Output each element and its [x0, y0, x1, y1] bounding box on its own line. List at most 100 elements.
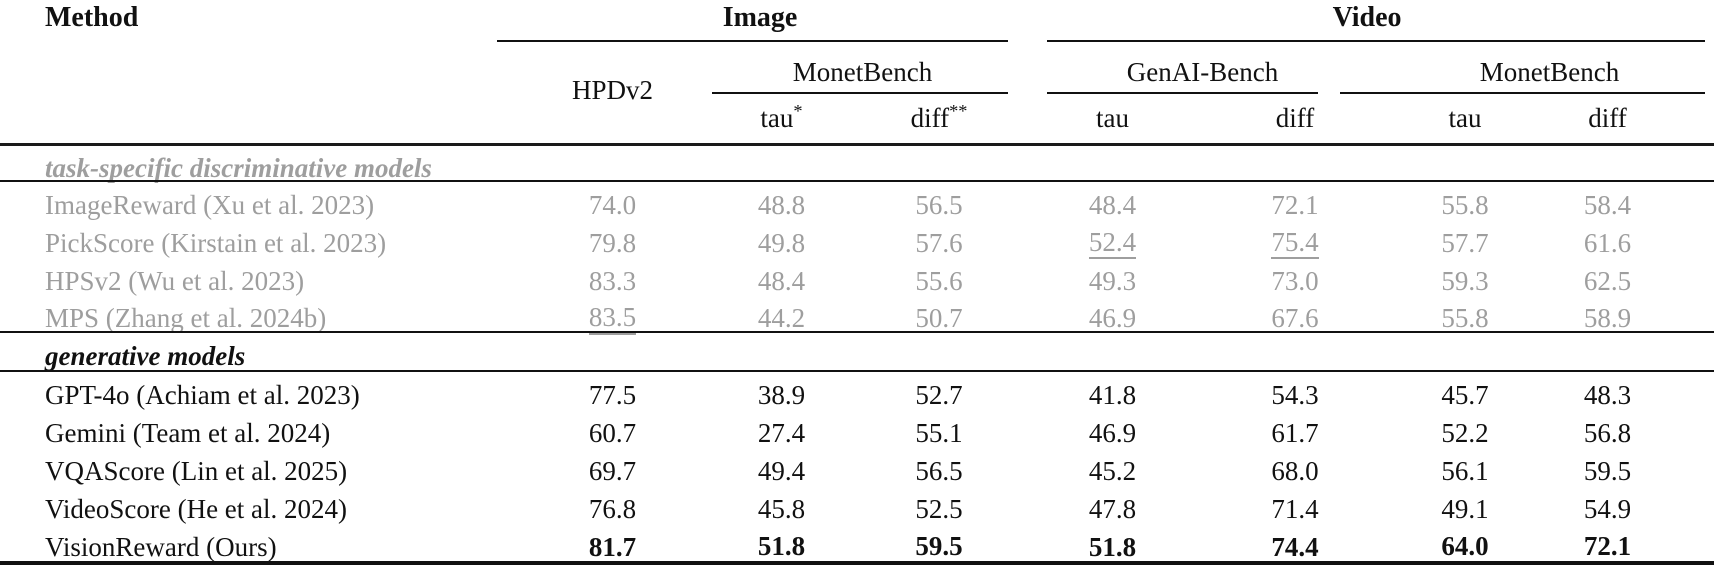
rule-section2-top [0, 331, 1714, 333]
value-cell: 45.2 [1088, 455, 1137, 486]
metric-header-diff-genai: diff [1275, 103, 1315, 133]
value-cell: 55.1 [915, 417, 963, 448]
value-cell: 46.9 [1088, 303, 1137, 333]
value-cell: 51.8 [1088, 531, 1137, 562]
asterisk-note: * [793, 101, 803, 121]
value-cell: 41.8 [1088, 379, 1137, 410]
value-cell: 27.4 [757, 417, 806, 448]
value-cell: 47.8 [1088, 493, 1137, 524]
value-cell: 57.6 [915, 227, 963, 258]
value-cell: 49.1 [1441, 493, 1489, 524]
rule-image-underline [497, 40, 1008, 42]
value-cell: 74.0 [588, 189, 637, 220]
value-cell: 50.7 [915, 303, 963, 333]
table-row-mps: MPS (Zhang et al. 2024b) 83.5 44.2 50.7 … [0, 300, 1714, 337]
value-cell: 69.7 [588, 455, 637, 486]
value-cell: 52.7 [915, 379, 963, 410]
value-cell: 45.8 [757, 493, 806, 524]
value-cell: 48.3 [1583, 379, 1632, 410]
value-cell: 54.3 [1271, 379, 1319, 410]
value-cell: 49.8 [757, 227, 806, 258]
table-row-gpt4o: GPT-4o (Achiam et al. 2023) 77.5 38.9 52… [0, 376, 1714, 414]
table-row-videoscore: VideoScore (He et al. 2024) 76.8 45.8 52… [0, 490, 1714, 528]
value-cell: 77.5 [588, 379, 637, 410]
value-cell: 67.6 [1271, 303, 1319, 333]
method-name: Gemini (Team et al. 2024) [45, 417, 331, 448]
metric-header-tau-image: tau* [760, 101, 803, 133]
value-cell: 57.7 [1441, 227, 1489, 258]
table-row-imagereward: ImageReward (Xu et al. 2023) 74.0 48.8 5… [0, 186, 1714, 224]
value-cell: 59.3 [1441, 265, 1489, 296]
column-header-monetbench-video: MonetBench [1479, 57, 1620, 87]
value-cell: 52.2 [1441, 417, 1489, 448]
value-cell: 56.1 [1441, 455, 1489, 486]
column-header-monetbench-image: MonetBench [792, 57, 933, 87]
value-cell: 72.1 [1271, 189, 1319, 220]
value-cell: 71.4 [1271, 493, 1319, 524]
value-cell: 38.9 [757, 379, 806, 410]
table-row-gemini: Gemini (Team et al. 2024) 60.7 27.4 55.1… [0, 414, 1714, 452]
column-header-genai-bench: GenAI-Bench [1126, 57, 1279, 87]
rule-genai-bench-underline [1047, 92, 1318, 94]
method-name: VideoScore (He et al. 2024) [45, 493, 348, 524]
method-name: MPS (Zhang et al. 2024b) [45, 303, 327, 333]
rule-monetbench-image-underline [712, 92, 1008, 94]
value-cell: 44.2 [757, 303, 806, 333]
value-cell: 55.8 [1441, 189, 1489, 220]
method-header-label: Method [45, 2, 139, 33]
rule-section1-top [0, 143, 1714, 146]
value-cell: 61.7 [1271, 417, 1319, 448]
value-cell: 81.7 [588, 531, 637, 562]
section-header-generative: generative models [45, 341, 246, 371]
value-cell: 52.4 [1020, 224, 1205, 262]
table-row-pickscore: PickScore (Kirstain et al. 2023) 79.8 49… [0, 224, 1714, 262]
method-name: HPSv2 (Wu et al. 2023) [45, 265, 305, 296]
value-cell: 56.8 [1583, 417, 1632, 448]
metric-header-diff-monet-video: diff [1588, 103, 1627, 133]
value-cell: 76.8 [588, 493, 637, 524]
value-cell: 49.4 [757, 455, 806, 486]
column-header-hpdv2: HPDv2 [571, 74, 653, 105]
method-name: ImageReward (Xu et al. 2023) [45, 189, 375, 220]
value-cell: 46.9 [1088, 417, 1137, 448]
value-cell: 62.5 [1583, 265, 1632, 296]
value-cell: 52.5 [915, 493, 963, 524]
table-row-hpsv2: HPSv2 (Wu et al. 2023) 83.3 48.4 55.6 49… [0, 262, 1714, 300]
value-cell: 45.7 [1441, 379, 1489, 410]
value-cell: 68.0 [1271, 455, 1319, 486]
value-cell: 83.3 [588, 265, 637, 296]
metric-header-tau-genai: tau [1096, 103, 1130, 133]
metric-header-diff-image: diff** [910, 101, 968, 133]
group-header-image: Image [722, 2, 798, 33]
value-cell: 58.9 [1583, 303, 1632, 333]
metric-header-tau-monet-video: tau [1448, 103, 1482, 133]
rule-section2-bottom [0, 370, 1714, 372]
value-cell: 55.8 [1441, 303, 1489, 333]
value-cell: 75.4 [1205, 224, 1385, 262]
method-name: VQAScore (Lin et al. 2025) [45, 455, 348, 486]
rule-section1-bottom [0, 180, 1714, 182]
value-cell: 59.5 [1583, 455, 1632, 486]
value-cell: 60.7 [588, 417, 637, 448]
method-name: PickScore (Kirstain et al. 2023) [45, 227, 387, 258]
value-cell: 48.8 [757, 189, 806, 220]
value-cell: 55.6 [915, 265, 963, 296]
value-cell: 73.0 [1271, 265, 1319, 296]
rule-video-underline [1047, 40, 1705, 42]
value-cell: 54.9 [1583, 493, 1632, 524]
group-header-video: Video [1332, 2, 1402, 33]
asterisk-note: ** [949, 101, 968, 121]
method-column-header: Method [0, 0, 500, 150]
value-cell: 83.5 [500, 300, 705, 337]
rule-table-bottom [0, 561, 1714, 565]
value-cell: 48.4 [1088, 189, 1137, 220]
value-cell: 79.8 [588, 227, 637, 258]
rule-monetbench-video-underline [1340, 92, 1705, 94]
method-name: GPT-4o (Achiam et al. 2023) [45, 379, 360, 410]
method-name: VisionReward (Ours) [45, 531, 277, 562]
value-cell: 56.5 [915, 455, 963, 486]
value-cell: 61.6 [1583, 227, 1632, 258]
section-header-discriminative: task-specific discriminative models [45, 152, 432, 183]
